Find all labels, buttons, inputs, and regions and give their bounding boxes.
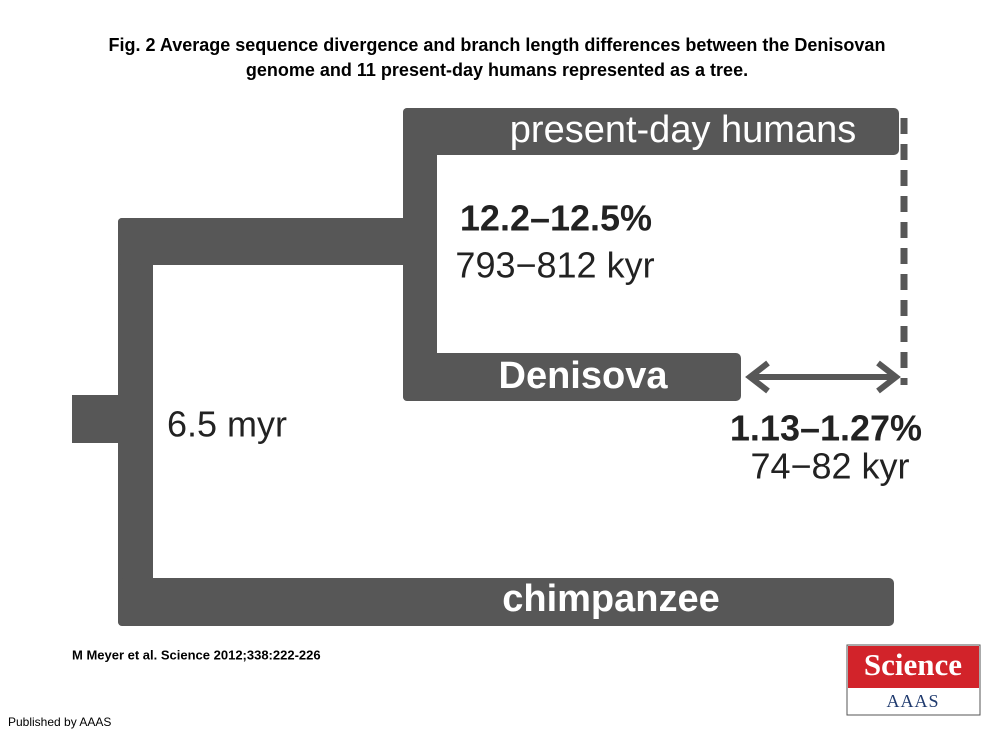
divergence-label: 12.2–12.5%: [460, 198, 652, 239]
chimp-branch: [118, 578, 894, 626]
branch-label: chimpanzee: [502, 578, 720, 620]
time-label: 6.5 myr: [167, 404, 287, 445]
logo: Science AAAS: [846, 644, 981, 716]
title-line: Fig. 2 Average sequence divergence and b…: [109, 35, 886, 55]
inner-vertical: [403, 108, 437, 401]
title-line: genome and 11 present-day humans represe…: [246, 60, 748, 80]
tree: [72, 108, 899, 626]
root-stub: [72, 395, 122, 443]
arrow: [745, 360, 901, 394]
time-label: 74−82 kyr: [750, 446, 909, 487]
human-branch: [403, 108, 899, 155]
publisher: Published by AAAS: [8, 715, 111, 729]
logo-text: AAAS: [886, 691, 939, 711]
branch-label: Denisova: [499, 355, 669, 397]
trunk: [118, 218, 153, 626]
branch-label: present-day humans: [510, 109, 856, 151]
denisova-branch: [403, 353, 741, 401]
divergence-label: 1.13–1.27%: [730, 408, 922, 449]
logo-text: Science: [864, 647, 962, 682]
citation: M Meyer et al. Science 2012;338:222-226: [72, 647, 321, 662]
inner-branch: [118, 218, 437, 265]
time-label: 793−812 kyr: [455, 245, 654, 286]
